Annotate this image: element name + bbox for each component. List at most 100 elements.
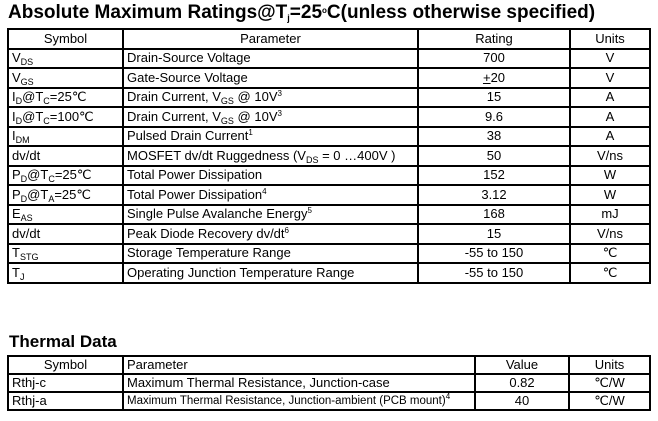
column-header: Rating	[417, 28, 571, 50]
value-cell: 40	[474, 391, 570, 411]
value-text: 3.12	[481, 186, 507, 202]
text-segment: =25℃	[54, 167, 92, 183]
parameter-cell: Total Power Dissipation4	[122, 184, 419, 206]
text-segment: T	[12, 264, 20, 280]
symbol-cell: Rthj-c	[7, 373, 124, 393]
subscript: C	[48, 174, 55, 185]
superscript: 6	[284, 225, 289, 235]
table-row: TJ Operating Junction Temperature Range -5…	[7, 262, 651, 284]
value-text: -55 to 150	[464, 245, 524, 261]
subscript: D	[20, 193, 28, 204]
value-cell: +20	[417, 67, 571, 89]
text-segment: Rthj-a	[12, 393, 47, 408]
value-text: 152	[483, 167, 505, 183]
column-header: Parameter	[122, 355, 476, 375]
subscript: C	[43, 96, 50, 107]
value-cell: 15	[417, 86, 571, 108]
value-cell: 0.82	[474, 373, 570, 393]
symbol-cell: VGS	[7, 67, 124, 89]
units-cell: V/ns	[569, 145, 651, 167]
table-row: IDM Pulsed Drain Current1 38 A	[7, 125, 651, 147]
units-cell: W	[569, 164, 651, 186]
units-cell: V/ns	[569, 223, 651, 245]
superscript: 4	[262, 186, 267, 196]
table-row: dv/dt MOSFET dv/dt Ruggedness (VDS = 0 …4…	[7, 145, 651, 167]
text-segment: MOSFET dv/dt Ruggedness (V	[127, 147, 306, 163]
text-segment: = 0 …400V )	[318, 147, 396, 163]
subscript: STG	[19, 252, 39, 263]
table-row: VGS Gate-Source Voltage +20 V	[7, 67, 651, 89]
superscript: 3	[277, 108, 282, 118]
superscript: o	[322, 6, 327, 15]
text-segment: @T	[22, 89, 44, 105]
value-text: 15	[486, 225, 502, 241]
text-segment: Operating Junction Temperature Range	[127, 264, 355, 280]
units-cell: A	[569, 106, 651, 128]
value-text: 50	[486, 147, 502, 163]
symbol-cell: PD@TA=25℃	[7, 184, 124, 206]
units-cell: ℃	[569, 242, 651, 264]
subscript: J	[19, 271, 25, 282]
column-header: Value	[474, 355, 570, 375]
subscript: GS	[220, 115, 234, 126]
thermal-data-table: Symbol Parameter Value Units Rthj-c Maximum T…	[7, 355, 651, 411]
value-cell: 3.12	[417, 184, 571, 206]
symbol-cell: TSTG	[7, 242, 124, 264]
value-text: 0.82	[509, 375, 535, 390]
parameter-cell: Drain-Source Voltage	[122, 47, 419, 69]
text-segment: P	[12, 186, 21, 202]
column-header: Symbol	[7, 28, 124, 50]
text-segment: Storage Temperature Range	[127, 245, 291, 261]
table-row: Rthj-c Maximum Thermal Resistance, Juncti…	[7, 373, 651, 393]
superscript: 1	[248, 128, 253, 138]
units-cell: V	[569, 67, 651, 89]
value-cell: -55 to 150	[417, 262, 571, 284]
text-segment: Drain-Source Voltage	[127, 50, 251, 66]
text-segment: V	[12, 69, 21, 85]
symbol-cell: Rthj-a	[7, 391, 124, 411]
table-row: PD@TA=25℃ Total Power Dissipation4 3.12 W	[7, 184, 651, 206]
value-cell: 700	[417, 47, 571, 69]
value-text: 9.6	[484, 108, 504, 124]
text-segment: dv/dt	[12, 147, 41, 163]
text-segment: Drain Current, V	[127, 108, 221, 124]
parameter-cell: Drain Current, VGS @ 10V3	[122, 106, 419, 128]
parameter-cell: Single Pulse Avalanche Energy5	[122, 203, 419, 225]
column-header: Units	[569, 28, 651, 50]
text-segment: =25℃	[54, 186, 91, 202]
symbol-cell: ID@TC=25℃	[7, 86, 124, 108]
text-segment: Pulsed Drain Current	[127, 128, 249, 144]
value-text: 168	[483, 206, 505, 222]
subscript: j	[287, 13, 290, 23]
column-header: Parameter	[122, 28, 419, 50]
text-segment: =25	[289, 2, 323, 23]
parameter-cell: Peak Diode Recovery dv/dt6	[122, 223, 419, 245]
value-text: -55 to 150	[464, 264, 524, 280]
units-cell: V	[569, 47, 651, 69]
value-text: 700	[483, 50, 505, 66]
parameter-cell: Pulsed Drain Current1	[122, 125, 419, 147]
parameter-cell: Maximum Thermal Resistance, Junction-amb…	[122, 391, 476, 411]
symbol-cell: dv/dt	[7, 223, 124, 245]
text-segment: Peak Diode Recovery dv/dt	[127, 225, 285, 241]
table-row: ID@TC=25℃ Drain Current, VGS @ 10V3 15 A	[7, 86, 651, 108]
parameter-cell: Storage Temperature Range	[122, 242, 419, 264]
value-cell: 15	[417, 223, 571, 245]
symbol-cell: PD@TC=25℃	[7, 164, 124, 186]
text-segment: =100℃	[49, 108, 94, 124]
column-header: Symbol	[7, 355, 124, 375]
symbol-cell: dv/dt	[7, 145, 124, 167]
symbol-cell: EAS	[7, 203, 124, 225]
ratings-title: Absolute Maximum Ratings@Tj=25oC(unless …	[8, 2, 595, 24]
text-segment: Absolute Maximum Ratings@T	[8, 2, 288, 23]
text-segment: E	[12, 206, 21, 222]
text-segment: @T	[27, 167, 49, 183]
subscript: C	[43, 115, 50, 126]
value-cell: 9.6	[417, 106, 571, 128]
superscript: 3	[277, 89, 282, 99]
symbol-cell: ID@TC=100℃	[7, 106, 124, 128]
subscript: D	[15, 96, 23, 107]
value-cell: 38	[417, 125, 571, 147]
subscript: GS	[220, 96, 234, 107]
superscript: 4	[445, 392, 451, 401]
